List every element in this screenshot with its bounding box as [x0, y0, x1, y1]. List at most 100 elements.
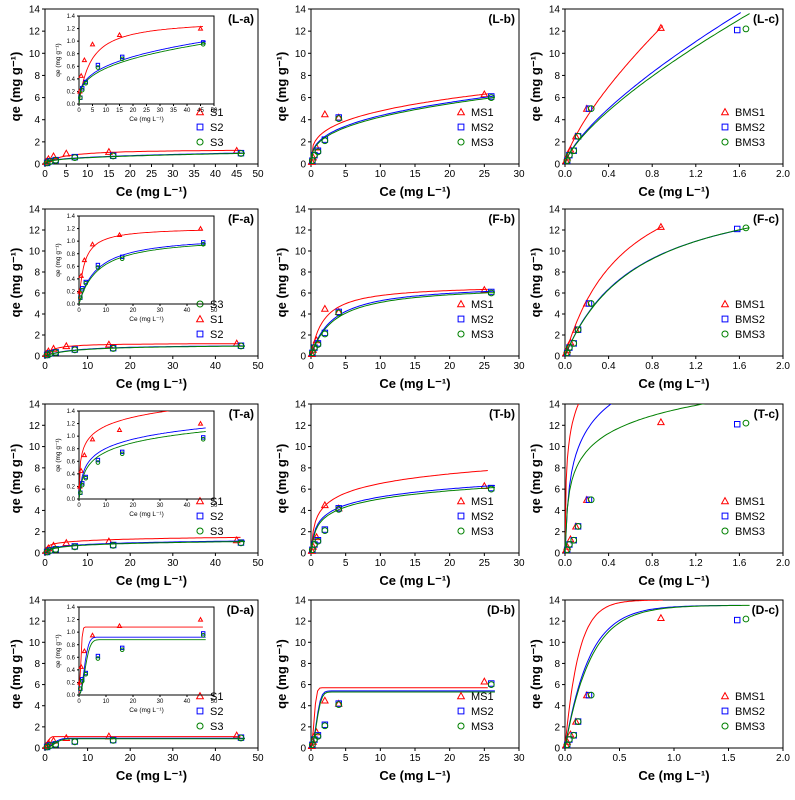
- main-y-tick-label: 14: [295, 596, 307, 607]
- main-plot-frame: [44, 599, 259, 749]
- inset-point-S1: [78, 663, 85, 669]
- inset-fit-line-S1: [79, 626, 203, 695]
- main-x-tick-label: 20: [125, 361, 137, 372]
- y-axis-title: qe (mg g⁻¹): [274, 248, 289, 318]
- legend-marker: [457, 512, 465, 520]
- panel-d-a: 0 10 20 30 40 50 0 2 4 6 8 10 12 14 (D-a) qe (mg g⁻¹) Ce…: [8, 596, 264, 784]
- main-fit-line-MS1: [311, 470, 488, 553]
- legend-label: MS3: [471, 721, 494, 733]
- panel-label: (T-b): [489, 407, 515, 421]
- inset-point-S3: [95, 656, 101, 661]
- main-x-tick-label: 30: [167, 753, 179, 764]
- main-y-tick-label: 14: [295, 5, 307, 16]
- inset-point-S2: [120, 54, 125, 60]
- main-point-BMS3: [570, 147, 578, 155]
- main-x-tick-label: 25: [479, 361, 491, 372]
- panel-d-c: 0.0 0.5 1.0 1.5 2.0 0 2 4 6 8 10 12 14 (D-c) qe (mg g⁻…: [528, 596, 790, 784]
- main-point-BMS2: [585, 105, 593, 112]
- inset-y-tick-label: 0.6: [67, 264, 76, 270]
- main-point-BMS1: [656, 222, 665, 230]
- main-y-tick-label: 0: [300, 160, 306, 171]
- inset-x-tick-label: 0: [77, 108, 81, 114]
- inset-point-S3: [119, 647, 125, 653]
- main-x-tick-label: 10: [375, 169, 387, 180]
- inset-point-S3: [79, 678, 85, 684]
- main-point-MS3: [314, 732, 322, 740]
- main-y-tick-label: 2: [554, 331, 560, 342]
- panel-label: (D-a): [227, 603, 254, 617]
- main-x-tick-label: 50: [252, 169, 264, 180]
- main-point-MS3: [335, 505, 343, 513]
- main-y-tick-label: 4: [554, 506, 560, 517]
- inset-y-tick-label: 1.2: [67, 422, 76, 428]
- main-y-tick-label: 0: [554, 549, 560, 560]
- panel-label: (F-a): [228, 212, 254, 226]
- main-y-tick-label: 12: [295, 27, 307, 38]
- inset-y-tick-label: 1.0: [67, 239, 76, 245]
- x-axis-title: Ce (mg L⁻¹): [116, 184, 187, 199]
- main-x-tick-label: 1.2: [689, 169, 703, 180]
- inset-point-S3: [119, 56, 125, 62]
- inset-y-tick-label: 0.6: [67, 459, 76, 465]
- inset-point-S3: [119, 451, 125, 457]
- x-axis-title: Ce (mg L⁻¹): [379, 573, 450, 588]
- inset-y-axis-title: qe (mg g⁻¹): [55, 243, 62, 276]
- main-y-tick-label: 8: [300, 463, 306, 474]
- main-y-tick-label: 14: [29, 5, 41, 16]
- main-y-tick-label: 2: [554, 527, 560, 538]
- main-point-MS1: [320, 696, 329, 704]
- main-point-BMS2: [734, 225, 741, 233]
- main-fit-line-BMS3: [565, 604, 750, 748]
- panel-label: (T-c): [754, 407, 779, 421]
- main-x-tick-label: 30: [167, 169, 179, 180]
- legend-marker: [456, 299, 466, 308]
- main-x-tick-label: 10: [82, 753, 94, 764]
- inset-point-S3: [95, 65, 101, 70]
- main-point-MS3: [321, 722, 329, 730]
- legend-marker: [721, 707, 729, 715]
- main-y-tick-label: 10: [29, 442, 41, 453]
- inset-fit-line-S2: [79, 636, 206, 695]
- inset-y-tick-label: 0.4: [67, 668, 76, 674]
- inset-y-tick-label: 1.4: [67, 214, 76, 220]
- inset-y-tick-label: 0.8: [67, 643, 76, 649]
- main-x-tick-label: 20: [444, 361, 456, 372]
- main-x-tick-label: 2.0: [776, 558, 790, 569]
- main-x-tick-label: 15: [103, 169, 115, 180]
- inset-point-S1: [116, 31, 123, 37]
- main-x-tick-label: 40: [210, 753, 222, 764]
- legend-marker: [721, 315, 729, 323]
- main-y-tick-label: 14: [29, 205, 41, 216]
- legend-label: S3: [210, 299, 223, 311]
- main-x-tick-label: 40: [210, 558, 222, 569]
- inset-y-tick-label: 1.0: [67, 434, 76, 440]
- y-axis-title: qe (mg g⁻¹): [528, 248, 543, 318]
- main-point-BMS2: [585, 496, 593, 504]
- main-y-tick-label: 12: [549, 27, 561, 38]
- inset-point-S3: [95, 460, 101, 465]
- main-plot-frame: [44, 8, 259, 165]
- legend-label: MS2: [471, 314, 494, 326]
- main-fit-line-S1: [45, 536, 241, 553]
- main-x-tick-label: 0.0: [558, 361, 572, 372]
- main-fit-line-BMS1: [565, 25, 664, 164]
- main-x-tick-label: 0.8: [645, 169, 659, 180]
- main-point-BMS3: [574, 718, 582, 725]
- inset-point-S1: [78, 72, 85, 78]
- legend-label: MS3: [471, 137, 494, 149]
- main-point-S3: [109, 541, 117, 549]
- legend-label: S2: [210, 329, 223, 341]
- panel-l-c: 0.0 0.4 0.8 1.2 1.6 2.0 0 2 4 6 8 10 12 14 (L-c) qe (mg…: [528, 5, 790, 200]
- main-x-tick-label: 5: [343, 753, 349, 764]
- main-x-tick-label: 0: [42, 558, 48, 569]
- main-point-MS1: [480, 285, 489, 293]
- legend-label: BMS2: [735, 706, 765, 718]
- main-fit-line-S1: [45, 343, 241, 356]
- inset-x-tick-label: 30: [157, 699, 164, 705]
- legend-marker: [196, 527, 204, 535]
- main-y-tick-label: 12: [29, 617, 41, 628]
- inset-y-tick-label: 0.8: [67, 447, 76, 453]
- main-plot-frame: [564, 8, 784, 165]
- main-y-tick-label: 14: [549, 400, 561, 411]
